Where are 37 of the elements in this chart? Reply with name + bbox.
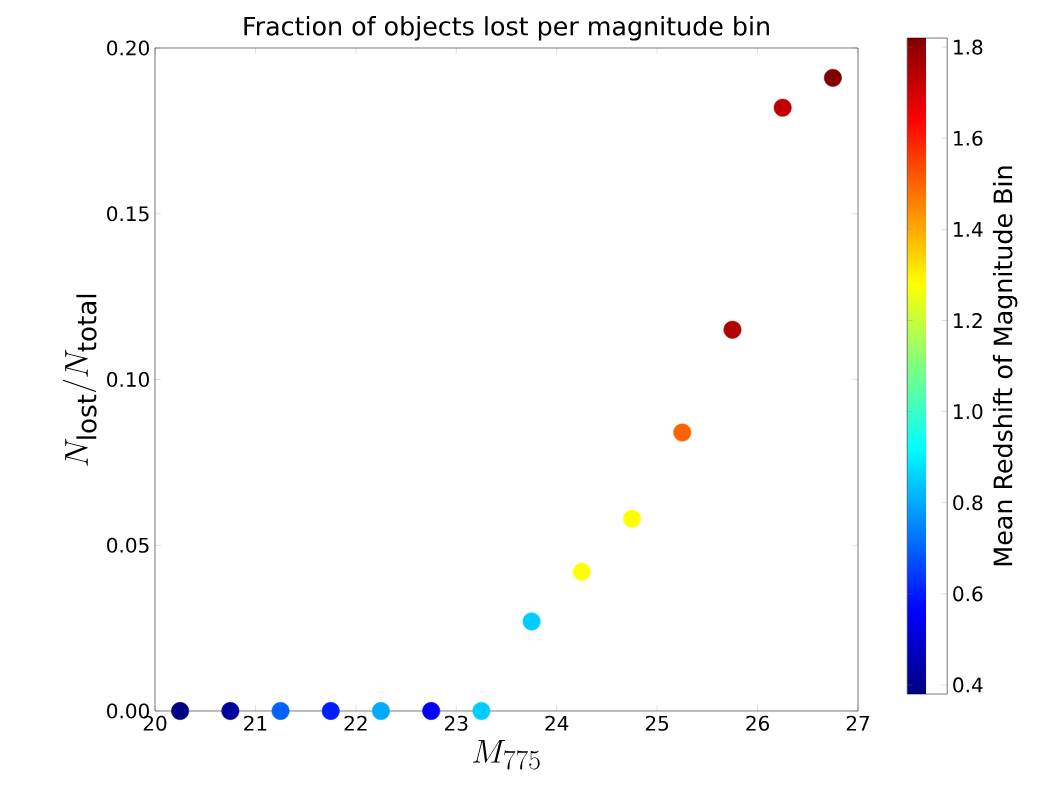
color-bar-label: 1.6 [954, 130, 983, 146]
point [673, 423, 692, 442]
y-tick-label: 0.15 [107, 206, 149, 222]
x-tick-label: 26 [746, 715, 770, 731]
x-tick-label: 25 [645, 715, 669, 731]
color-bar-label: 0.8 [953, 495, 983, 511]
x-tick-label: 27 [846, 715, 870, 731]
color-bar-label: 1.8 [954, 39, 983, 55]
color-bar-label: 0.4 [953, 677, 983, 693]
x-tick-label: 24 [545, 715, 569, 731]
point [221, 702, 240, 720]
point [723, 320, 742, 339]
color-bar-title: Mean Redshift of Magnitude Bin [992, 166, 1018, 566]
point [321, 702, 340, 720]
color-bar-label: 1.4 [954, 222, 983, 237]
point [572, 562, 591, 581]
point [522, 612, 541, 631]
color-bar-label: 0.6 [953, 586, 983, 602]
point [372, 702, 390, 720]
point [623, 509, 641, 528]
x-tick-label: 23 [445, 715, 468, 731]
color-bar-label: 1.0 [954, 404, 983, 420]
point [271, 702, 290, 720]
y-tick-label: 0.10 [107, 371, 149, 388]
y-tick-label: 0.05 [107, 537, 149, 553]
point [823, 68, 842, 87]
point [472, 702, 491, 720]
x-tick-label: 21 [244, 715, 267, 731]
y-tick-label: 0.20 [107, 40, 149, 56]
point [171, 702, 190, 720]
chart-title: Fraction of objects lost per magnitude bin [244, 16, 769, 41]
y-axis-title: $N_{\mathrm{lost}}/N_{\mathrm{total}}$ [62, 294, 97, 466]
x-axis-title: $M_{775}$ [473, 740, 540, 770]
point [422, 702, 441, 720]
color-bar-label: 1.2 [954, 313, 982, 328]
point [773, 98, 792, 117]
x-tick-label: 22 [344, 715, 367, 731]
